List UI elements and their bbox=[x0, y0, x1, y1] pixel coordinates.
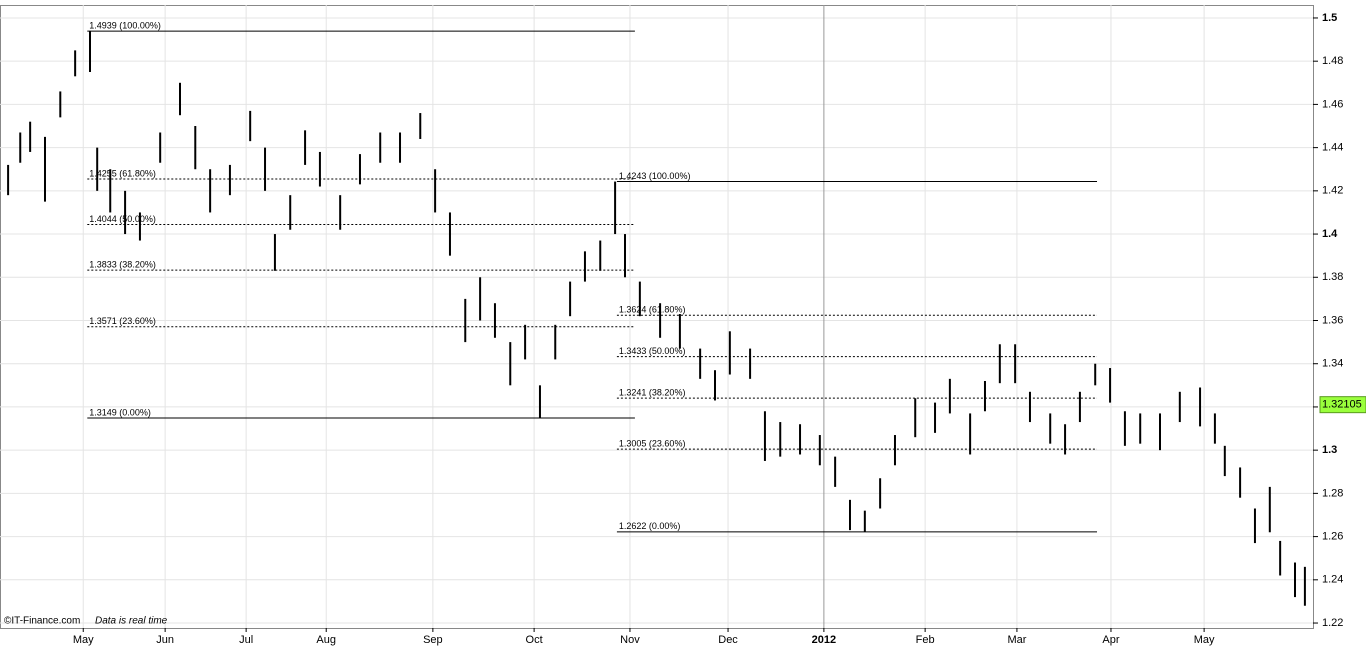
y-tick-label: 1.24 bbox=[1322, 574, 1343, 586]
y-tick-label: 1.3 bbox=[1322, 444, 1337, 456]
fib-label: 1.4044 (50.00%) bbox=[89, 214, 156, 224]
plot-frame bbox=[0, 5, 1314, 629]
fib-label: 1.2622 (0.00%) bbox=[619, 521, 681, 531]
x-tick-label: Sep bbox=[423, 634, 443, 646]
x-tick-label: Nov bbox=[620, 634, 640, 646]
x-tick-label: Aug bbox=[316, 634, 336, 646]
y-tick-label: 1.28 bbox=[1322, 487, 1343, 499]
fib-label: 1.3149 (0.00%) bbox=[89, 407, 151, 417]
y-tick-label: 1.46 bbox=[1322, 98, 1343, 110]
y-tick-label: 1.5 bbox=[1322, 12, 1337, 24]
y-tick-label: 1.42 bbox=[1322, 185, 1343, 197]
fib-label: 1.3433 (50.00%) bbox=[619, 346, 686, 356]
y-tick-label: 1.36 bbox=[1322, 314, 1343, 326]
x-tick-label: May bbox=[1194, 634, 1215, 646]
last-price-label: 1.32105 bbox=[1322, 399, 1362, 411]
x-tick-label: Mar bbox=[1007, 634, 1026, 646]
fib-label: 1.4255 (61.80%) bbox=[89, 168, 156, 178]
fib-label: 1.3624 (61.80%) bbox=[619, 305, 686, 315]
y-tick-label: 1.26 bbox=[1322, 530, 1343, 542]
x-tick-label: May bbox=[73, 634, 94, 646]
note: Data is real time bbox=[95, 616, 168, 627]
x-tick-label: Apr bbox=[1102, 634, 1119, 646]
fib-label: 1.3571 (23.60%) bbox=[89, 316, 156, 326]
x-tick-label: Feb bbox=[916, 634, 935, 646]
y-tick-label: 1.4 bbox=[1322, 228, 1338, 240]
y-tick-label: 1.48 bbox=[1322, 55, 1343, 67]
x-tick-label: 2012 bbox=[812, 634, 836, 646]
x-tick-label: Dec bbox=[718, 634, 738, 646]
y-tick-label: 1.22 bbox=[1322, 617, 1343, 629]
fib-label: 1.4243 (100.00%) bbox=[619, 171, 691, 181]
fib-label: 1.3241 (38.20%) bbox=[619, 387, 686, 397]
x-tick-label: Jun bbox=[156, 634, 174, 646]
y-tick-label: 1.44 bbox=[1322, 142, 1343, 154]
x-tick-label: Jul bbox=[239, 634, 253, 646]
source: ©IT-Finance.com bbox=[4, 616, 80, 627]
y-tick-label: 1.38 bbox=[1322, 271, 1343, 283]
fib-label: 1.3005 (23.60%) bbox=[619, 438, 686, 448]
fib-label: 1.3833 (38.20%) bbox=[89, 260, 156, 270]
fib-label: 1.4939 (100.00%) bbox=[89, 21, 161, 31]
x-tick-label: Oct bbox=[526, 634, 543, 646]
last-price-box bbox=[1319, 396, 1366, 414]
y-tick-label: 1.34 bbox=[1322, 358, 1343, 370]
